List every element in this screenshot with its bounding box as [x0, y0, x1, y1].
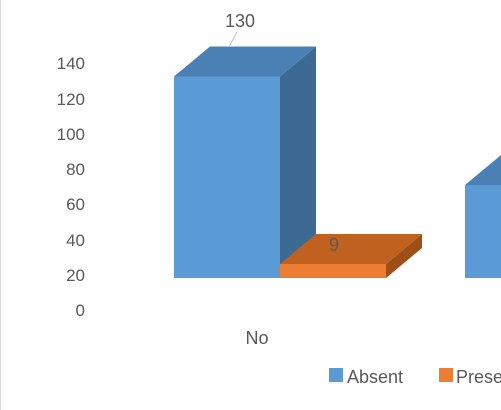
y-tick-label: 40: [66, 231, 85, 250]
bar-present-no-side: [386, 234, 422, 278]
bar-absent-no: [174, 46, 316, 278]
legend-swatch-present: [439, 368, 453, 382]
y-tick-label: 60: [66, 195, 85, 214]
legend: Absent Prese: [329, 367, 501, 387]
y-tick-label: 100: [57, 125, 85, 144]
legend-label-absent: Absent: [347, 367, 403, 387]
y-tick-label: 140: [57, 54, 85, 73]
bar-absent-cat2-top: [465, 155, 501, 185]
y-tick-label: 120: [57, 90, 85, 109]
x-category-label: No: [245, 328, 268, 348]
y-tick-label: 20: [66, 266, 85, 285]
y-tick-label: 0: [76, 301, 85, 320]
bar-present-no: [280, 234, 422, 278]
data-label-absent-no: 130: [225, 11, 255, 31]
data-label-leader-line: [228, 31, 238, 48]
bar-absent-no-top: [174, 46, 316, 77]
bar-absent-cat2-front: [465, 185, 501, 278]
bar-absent-no-front: [174, 76, 280, 278]
bar-absent-no-side: [280, 46, 316, 278]
legend-label-present: Prese: [456, 367, 501, 387]
bar-present-no-top: [280, 234, 422, 265]
data-label-present-no: 9: [329, 235, 339, 255]
bar-present-no-front: [280, 264, 386, 278]
bar-absent-cat2: [465, 155, 501, 278]
y-tick-label: 80: [66, 160, 85, 179]
bars-group: [174, 46, 501, 278]
y-axis-tick-labels: 0 20 40 60 80 100 120 140: [57, 54, 85, 320]
legend-swatch-absent: [329, 368, 343, 382]
